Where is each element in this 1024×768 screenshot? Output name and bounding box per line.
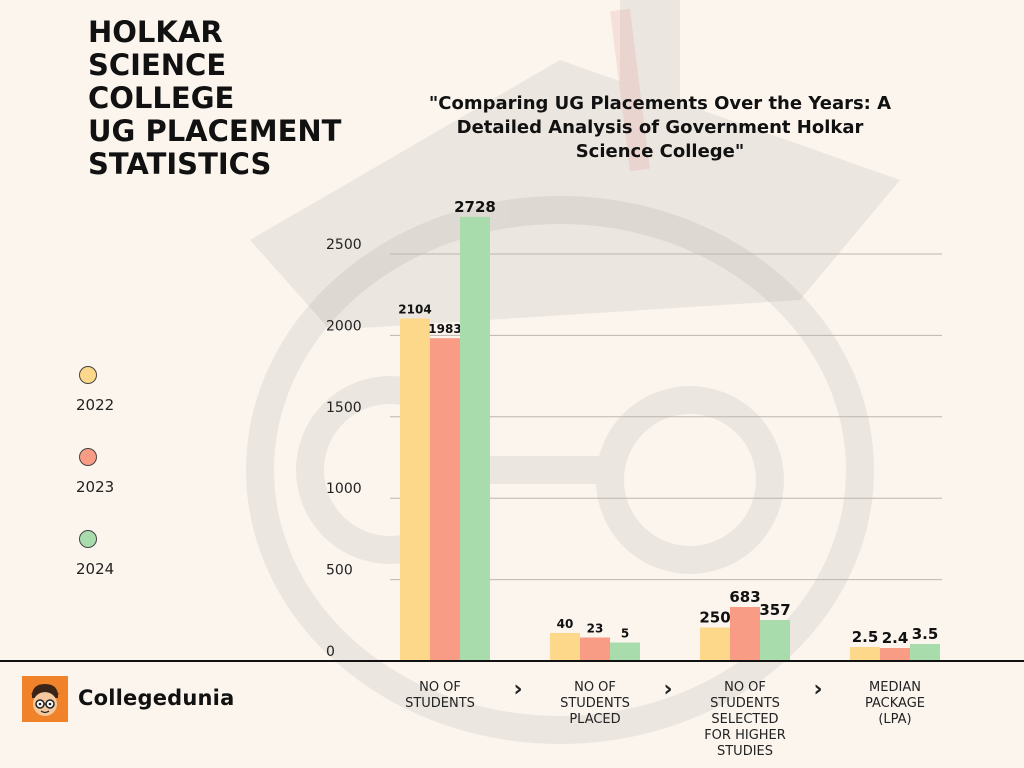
bar (400, 318, 430, 661)
x-tick-label: NO OF (574, 680, 616, 695)
legend-item-2023: 2023 (76, 448, 176, 530)
data-label: 5 (621, 627, 629, 641)
bar (430, 338, 460, 661)
x-tick-label: STUDENTS (710, 696, 780, 711)
data-label: 2.5 (852, 628, 879, 646)
page-title-line: UG PLACEMENT (88, 114, 342, 148)
data-label: 2728 (454, 198, 496, 216)
y-tick-label: 1500 (326, 400, 362, 416)
bar (760, 620, 790, 661)
bar (910, 644, 940, 661)
chevron-right-icon: › (513, 677, 522, 702)
bar (850, 647, 880, 661)
x-tick-label: MEDIAN (869, 680, 921, 695)
brand-name: Collegedunia (78, 686, 235, 710)
x-tick-label: PLACED (569, 712, 620, 727)
data-label: 357 (759, 601, 790, 619)
bar (550, 633, 580, 661)
bar (610, 642, 640, 661)
bar (580, 637, 610, 661)
data-label: 2.4 (882, 629, 909, 647)
bar (880, 648, 910, 661)
x-tick-label: STUDENTS (560, 696, 630, 711)
page-title-line: STATISTICS (88, 147, 272, 181)
legend-item-2024: 2024 (76, 530, 176, 612)
y-tick-label: 2000 (326, 318, 362, 334)
x-tick-label: PACKAGE (865, 696, 925, 711)
legend-swatch-2024 (79, 530, 97, 548)
data-label: 3.5 (912, 625, 939, 643)
x-tick-label: (LPA) (878, 712, 911, 727)
page-title-line: SCIENCE (88, 48, 227, 82)
legend: 2022 2023 2024 (76, 366, 176, 612)
legend-item-2022: 2022 (76, 366, 176, 448)
data-label: 683 (729, 588, 760, 606)
x-tick-label: NO OF (724, 680, 766, 695)
x-tick-label: NO OF (419, 680, 461, 695)
x-tick-label: STUDENTS (405, 696, 475, 711)
y-tick-label: 2500 (326, 237, 362, 253)
mascot-face-icon (22, 676, 68, 722)
page-title-line: HOLKAR (88, 15, 223, 49)
bar (730, 607, 760, 661)
y-tick-label: 0 (326, 644, 335, 660)
chevron-right-icon: › (813, 677, 822, 702)
y-tick-label: 1000 (326, 481, 362, 497)
legend-label: 2022 (76, 396, 115, 414)
data-label: 2104 (398, 302, 431, 316)
data-label: 250 (699, 609, 730, 627)
legend-label: 2023 (76, 478, 115, 496)
x-tick-label: SELECTED (711, 712, 778, 727)
legend-label: 2024 (76, 560, 115, 578)
data-label: 1983 (428, 322, 461, 336)
x-tick-label: FOR HIGHER (704, 728, 786, 743)
chart-title-line: "Comparing UG Placements Over the Years:… (428, 93, 892, 114)
chart-title-line: Science College" (575, 141, 745, 162)
brand-logo: Collegedunia (22, 676, 262, 722)
chart-title: "Comparing UG Placements Over the Years:… (390, 92, 930, 164)
page-title: HOLKAR SCIENCE COLLEGE UG PLACEMENT STAT… (88, 16, 388, 181)
bar (460, 216, 490, 662)
legend-swatch-2023 (79, 448, 97, 466)
chevron-right-icon: › (663, 677, 672, 702)
page-title-line: COLLEGE (88, 81, 235, 115)
data-label: 40 (557, 617, 574, 631)
y-tick-label: 500 (326, 563, 353, 579)
x-tick-label: STUDIES (717, 744, 773, 759)
legend-swatch-2022 (79, 366, 97, 384)
data-label: 23 (587, 622, 604, 636)
bar (700, 627, 730, 661)
chart-title-line: Detailed Analysis of Government Holkar (456, 117, 864, 138)
